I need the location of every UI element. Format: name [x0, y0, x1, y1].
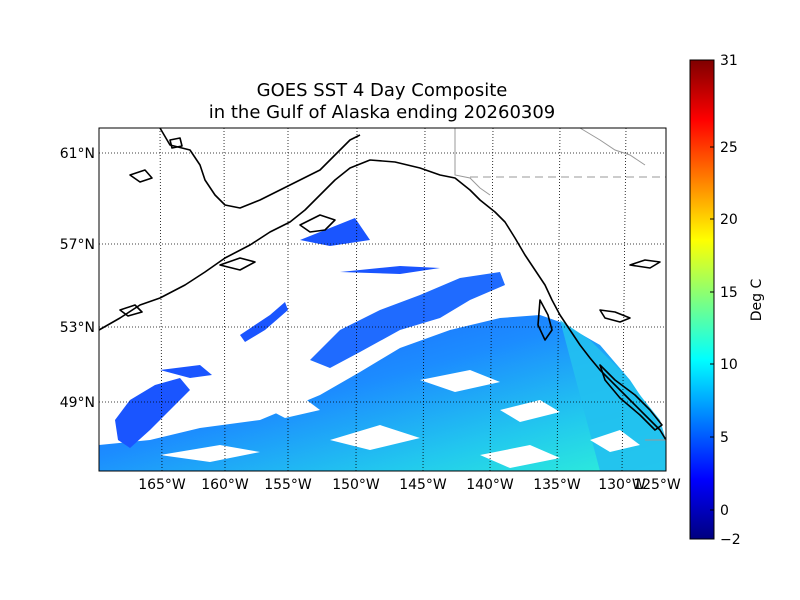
kenai-shore: [299, 214, 336, 233]
sst-streak-2: [340, 266, 440, 274]
sst-mid-patch: [310, 272, 505, 368]
colorbar-tick-label: 5: [720, 430, 729, 446]
colorbar-ticks: [710, 146, 714, 511]
gridline-lon-135: [556, 127, 561, 472]
map-title-line1: GOES SST 4 Day Composite: [256, 80, 508, 101]
sst-data-layer: [99, 218, 666, 471]
colorbar-tick-label: 31: [720, 53, 738, 69]
sst-gulf-patch: [300, 218, 370, 246]
border-ak-yukon: [454, 128, 491, 196]
lon-label: 135°W: [533, 477, 581, 493]
lon-label: 150°W: [332, 477, 380, 493]
bc-inlet-2: [629, 259, 661, 269]
lon-label: 130°W: [598, 477, 646, 493]
gridline-lon-150: [355, 127, 358, 472]
sst-streak-1: [240, 302, 288, 342]
colorbar-tick-label: 15: [720, 285, 738, 301]
aleutian-island: [119, 304, 143, 317]
colorbar-tick-label: −2: [720, 532, 741, 548]
sst-southern-region: [99, 315, 666, 471]
colorbar-label: Deg C: [749, 279, 765, 322]
sst-streak-3: [160, 365, 212, 378]
bc-inlet: [599, 309, 631, 323]
border-inland: [579, 127, 646, 166]
lon-label: 155°W: [264, 477, 312, 493]
gridline-lon-160: [223, 127, 226, 472]
gridline-lon-145: [422, 127, 426, 472]
map-title-line2: in the Gulf of Alaska ending 20260309: [208, 102, 556, 123]
lon-label: 140°W: [466, 477, 514, 493]
gridline-lon-140: [489, 127, 494, 472]
gridline-lon-130: [621, 127, 627, 472]
sst-west-patch: [115, 378, 190, 448]
gridline-lon-165: [159, 127, 163, 472]
lat-label: 61°N: [60, 146, 95, 162]
colorbar-tick-label: 25: [720, 140, 738, 156]
borders: [454, 127, 666, 441]
lat-label: 53°N: [60, 320, 95, 336]
colorbar-tick-label: 10: [720, 357, 738, 373]
kodiak-island: [219, 257, 256, 271]
lon-label: 160°W: [201, 477, 249, 493]
colorbar: [689, 59, 715, 540]
sst-coastal-strip: [560, 320, 666, 471]
island-1: [129, 169, 153, 183]
lon-label: 145°W: [399, 477, 447, 493]
colorbar-tick-label: 20: [720, 212, 738, 228]
lat-label: 57°N: [60, 237, 95, 253]
vancouver-island: [599, 364, 663, 431]
alaska-coastline: [98, 159, 667, 441]
coastline: [98, 127, 667, 441]
bering-coast: [159, 127, 361, 209]
map-frame-border: [98, 127, 667, 472]
haida-gwaii: [537, 299, 553, 341]
lat-label: 49°N: [60, 395, 95, 411]
island-2: [169, 137, 183, 149]
lon-label: 125°W: [633, 477, 681, 493]
colorbar-tick-label: 0: [720, 503, 729, 519]
lon-label: 165°W: [138, 477, 186, 493]
